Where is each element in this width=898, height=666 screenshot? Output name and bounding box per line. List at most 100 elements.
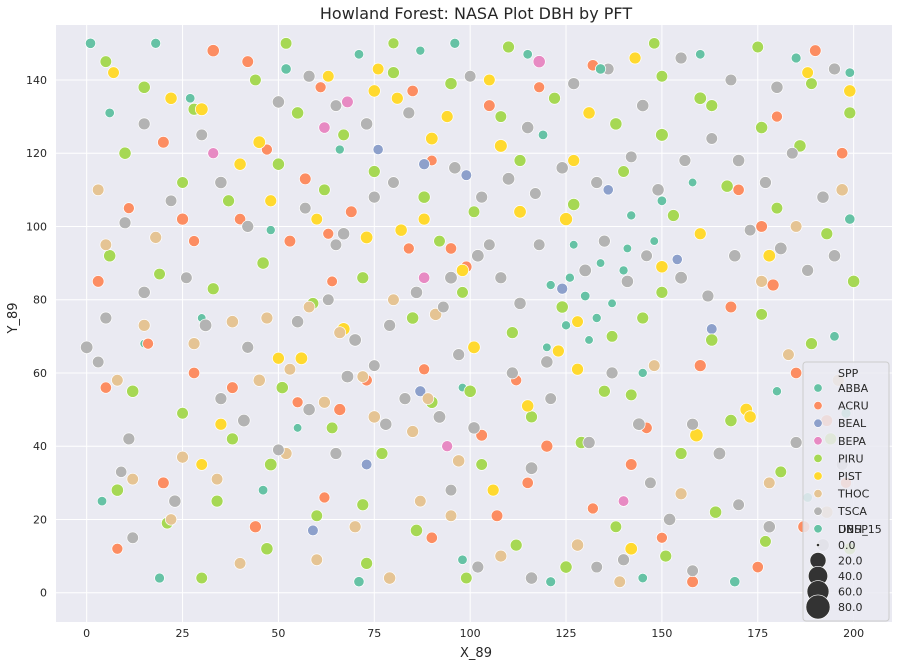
point-acru <box>345 205 358 218</box>
point-acru <box>291 396 304 409</box>
point-piru <box>655 286 669 299</box>
point-tsca <box>437 300 450 314</box>
point-tsca <box>214 176 228 189</box>
point-tsca <box>463 70 477 83</box>
point-unsp <box>729 576 741 588</box>
point-pist <box>483 73 496 87</box>
x-tick-label: 125 <box>556 627 577 640</box>
x-tick-label: 175 <box>747 627 768 640</box>
point-tsca <box>632 417 646 431</box>
point-piru <box>609 117 623 131</box>
point-acru <box>790 366 803 379</box>
point-tsca <box>521 121 535 135</box>
point-tsca <box>712 446 727 461</box>
point-piru <box>667 209 680 222</box>
point-tsca <box>115 465 128 478</box>
point-piru <box>674 447 688 460</box>
point-pist <box>559 212 573 226</box>
legend-species-entries: ABBA ACRU BEAL BEPA PIRU PIST THOC TSCA UNSP <box>813 382 870 536</box>
point-acru <box>755 220 768 233</box>
x-tick-label: 50 <box>271 627 285 640</box>
point-thoc <box>571 538 585 552</box>
point-beal <box>414 385 427 398</box>
point-piru <box>325 421 339 435</box>
point-abba <box>656 195 668 206</box>
point-piru <box>103 249 117 263</box>
point-tsca <box>567 77 581 90</box>
legend-marker-bepa <box>813 436 823 446</box>
point-pist <box>360 230 374 245</box>
point-piru <box>406 311 420 325</box>
point-tsca <box>506 366 519 380</box>
point-thoc <box>789 220 803 233</box>
point-tsca <box>625 150 638 164</box>
point-piru <box>648 37 661 50</box>
point-tsca <box>291 315 305 329</box>
point-tsca <box>513 296 527 310</box>
point-pist <box>390 91 404 105</box>
point-tsca <box>137 117 151 131</box>
point-piru <box>774 465 787 479</box>
point-unsp <box>353 49 365 60</box>
point-abba <box>649 236 659 246</box>
point-piru <box>337 128 350 142</box>
point-pist <box>567 154 581 167</box>
point-tsca <box>475 190 489 204</box>
point-pist <box>762 249 776 263</box>
point-piru <box>387 66 400 79</box>
point-tsca <box>302 403 316 417</box>
point-piru <box>751 40 764 54</box>
point-abba <box>564 272 575 283</box>
point-abba <box>637 368 648 378</box>
point-thoc <box>99 238 113 251</box>
point-tsca <box>533 238 546 251</box>
point-piru <box>206 282 220 296</box>
point-unsp <box>257 485 269 496</box>
y-tick-labels: 0 20 40 60 80 100 120 140 <box>26 74 47 600</box>
point-tsca <box>329 99 343 112</box>
point-thoc <box>452 454 466 468</box>
point-pist <box>843 84 857 98</box>
y-tick-label: 40 <box>33 440 47 453</box>
point-tsca <box>272 443 285 457</box>
point-piru <box>724 414 738 428</box>
point-bepa <box>441 440 454 453</box>
point-acru <box>188 235 200 247</box>
point-tsca <box>368 359 381 372</box>
point-tsca <box>743 223 757 237</box>
legend-marker-abba <box>813 383 823 393</box>
point-acru <box>261 143 273 156</box>
point-acru <box>625 458 638 471</box>
legend-marker-piru <box>813 453 823 463</box>
point-pist <box>425 131 439 146</box>
point-pist <box>456 263 469 277</box>
point-thoc <box>429 307 443 321</box>
point-unsp <box>844 67 855 78</box>
point-pist <box>107 66 120 79</box>
point-tsca <box>540 355 554 369</box>
point-tsca <box>452 348 465 361</box>
point-piru <box>525 410 538 424</box>
point-piru <box>195 571 208 585</box>
point-thoc <box>414 494 427 508</box>
point-thoc <box>755 275 768 288</box>
point-piru <box>659 549 673 563</box>
point-tsca <box>122 432 136 446</box>
point-pist <box>214 417 228 431</box>
point-acru <box>425 531 438 544</box>
point-pist <box>394 223 408 237</box>
point-abba <box>687 177 698 188</box>
point-acru <box>809 44 822 57</box>
point-tsca <box>398 392 412 405</box>
point-tsca <box>241 340 255 354</box>
point-tsca <box>789 436 803 449</box>
point-abba <box>584 335 594 345</box>
point-abba <box>569 240 579 250</box>
point-thoc <box>494 549 508 563</box>
point-acru <box>724 300 738 314</box>
point-thoc <box>260 311 274 325</box>
point-pist <box>322 70 335 83</box>
legend-label-tsca: TSCA <box>837 505 867 518</box>
point-acru <box>521 476 534 489</box>
point-piru <box>843 106 857 120</box>
